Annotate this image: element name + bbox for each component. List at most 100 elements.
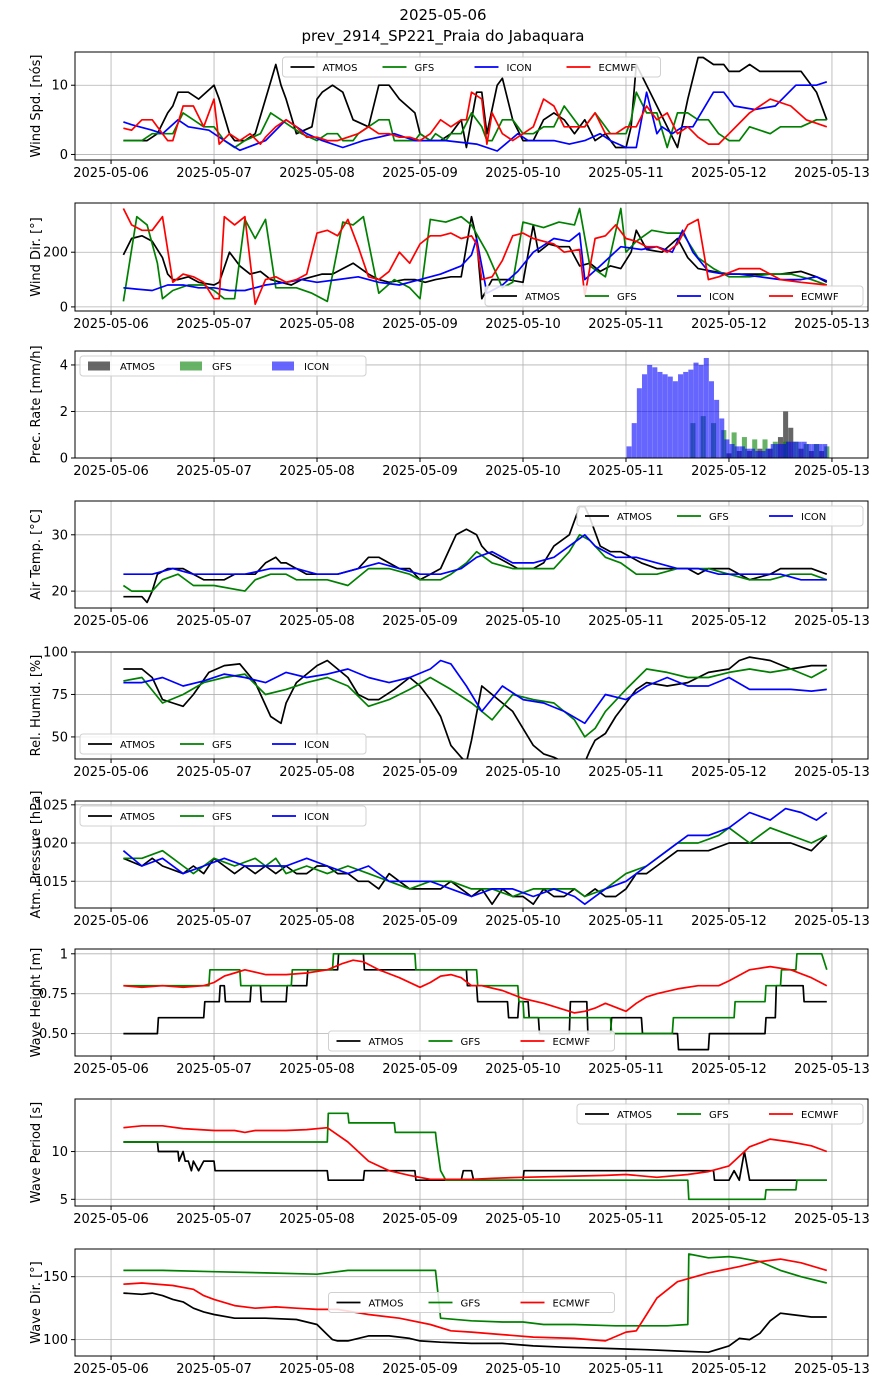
legend-box (79, 805, 367, 827)
x-tick-label: 2025-05-10 (485, 914, 561, 929)
plot-frame (74, 500, 869, 609)
chart-panel: 2025-05-06 2025-05-07 2025-05-08 2025-05-09… (29, 1248, 870, 1377)
x-tick-label: 2025-05-11 (588, 614, 664, 629)
bar-icon (662, 374, 668, 458)
y-tick-label: 75 (51, 688, 68, 703)
y-axis-label: Wave Dir. [°] (29, 1261, 44, 1344)
series-line-icon (123, 80, 828, 152)
bar-icon (739, 446, 745, 458)
bar-icon (744, 448, 751, 458)
legend-label: ICON (304, 812, 329, 823)
bar-icon (683, 371, 689, 458)
x-tick-label: 2025-05-13 (794, 614, 870, 629)
figure-subtitle: prev_2914_SP221_Praia do Jabaquara (301, 27, 585, 45)
bar-icon (708, 381, 714, 458)
series-line-ecmwf (122, 208, 827, 306)
bar-icon (657, 371, 663, 458)
y-axis-label: Wave Height [m] (29, 948, 44, 1058)
y-axis-label: Atm. Pressure [hPa] (29, 791, 44, 919)
plot-frame (74, 1098, 869, 1207)
legend: ATMOS GFS ICON (576, 505, 864, 527)
y-tick-label: 0 (60, 148, 68, 163)
bar-icon (729, 444, 735, 458)
legend-label: GFS (617, 292, 637, 303)
x-tick-label: 2025-05-10 (485, 1212, 561, 1227)
x-tick-label: 2025-05-07 (176, 1062, 252, 1077)
x-tick-label: 2025-05-12 (691, 317, 767, 332)
x-tick-label: 2025-05-09 (382, 914, 458, 929)
x-tick-label: 2025-05-08 (279, 614, 355, 629)
bar-icon (801, 441, 807, 458)
x-tick-label: 2025-05-13 (794, 317, 870, 332)
legend-label: ATMOS (617, 1110, 652, 1121)
x-tick-label: 2025-05-08 (279, 1362, 355, 1377)
y-axis-label: Prec. Rate [mm/h] (29, 345, 44, 463)
x-tick-label: 2025-05-13 (794, 1062, 870, 1077)
bar-icon (796, 441, 802, 458)
x-tick-label: 2025-05-07 (176, 464, 252, 479)
x-tick-label: 2025-05-13 (794, 464, 870, 479)
legend-label: ICON (801, 512, 826, 523)
bar-icon (817, 444, 823, 458)
legend-box (328, 1030, 615, 1052)
chart-panel: 2025-05-06 2025-05-07 2025-05-08 2025-05-09… (29, 646, 870, 781)
legend-label: ECMWF (553, 1037, 591, 1048)
plot-frame (74, 51, 869, 161)
plot-frame (74, 202, 869, 312)
plot-area (626, 357, 830, 458)
bar-icon (765, 448, 771, 458)
bar-icon (770, 444, 776, 458)
plot-area (123, 1253, 828, 1354)
x-tick-label: 2025-05-09 (382, 1362, 458, 1377)
plot-area (123, 656, 828, 759)
y-axis-label: Wind Dir. [°] (29, 217, 44, 297)
legend-label: ECMWF (553, 1299, 591, 1310)
y-tick-label: 10 (51, 79, 68, 94)
y-tick-label: 1 (60, 947, 68, 962)
y-axis-label: Wind Spd. [nós] (29, 55, 44, 158)
x-tick-label: 2025-05-08 (279, 1062, 355, 1077)
x-tick-label: 2025-05-06 (73, 914, 149, 929)
x-tick-label: 2025-05-12 (691, 614, 767, 629)
bar-icon (775, 444, 781, 458)
chart-panel: 2025-05-06 2025-05-07 2025-05-08 2025-05-09… (29, 202, 870, 332)
legend: ATMOS GFS ICON (79, 355, 367, 377)
plot-frame (74, 948, 869, 1057)
bar-icon (811, 444, 817, 458)
series-line-atmos (123, 56, 828, 149)
y-tick-label: 30 (51, 528, 68, 543)
bar-icon (667, 376, 673, 458)
bar-icon (724, 439, 730, 458)
legend-label: ECMWF (801, 1110, 839, 1121)
series-line-atmos (123, 834, 828, 906)
x-tick-label: 2025-05-10 (485, 166, 561, 181)
legend: ATMOS GFS ECMWF (576, 1103, 864, 1125)
x-tick-label: 2025-05-12 (691, 1212, 767, 1227)
series-line-icon (123, 533, 827, 581)
x-tick-label: 2025-05-13 (794, 914, 870, 929)
series-line-atmos (122, 215, 828, 300)
series-line-ecmwf (123, 91, 828, 145)
y-tick-label: 0 (60, 452, 68, 467)
series-line-icon (123, 229, 828, 295)
legend-label: ATMOS (617, 512, 652, 523)
y-tick-label: 0.50 (39, 1027, 68, 1042)
legend-label: GFS (212, 362, 232, 373)
x-tick-label: 2025-05-07 (176, 166, 252, 181)
legend: ATMOS GFS ICON ECMWF (282, 56, 661, 78)
legend-label: GFS (461, 1037, 481, 1048)
legend-label: GFS (709, 1110, 729, 1121)
legend-label: ATMOS (369, 1299, 404, 1310)
x-tick-label: 2025-05-11 (588, 1062, 664, 1077)
x-tick-label: 2025-05-09 (382, 166, 458, 181)
figure-title: 2025-05-06 (399, 6, 487, 24)
series-line-icon (122, 807, 828, 906)
legend-label: GFS (212, 812, 232, 823)
legend: ATMOS GFS ICON (79, 733, 367, 755)
bar-icon (781, 444, 787, 458)
legend-box (328, 1292, 615, 1313)
x-tick-label: 2025-05-07 (176, 1362, 252, 1377)
x-tick-label: 2025-05-06 (73, 765, 149, 780)
legend-label: ATMOS (120, 812, 155, 823)
